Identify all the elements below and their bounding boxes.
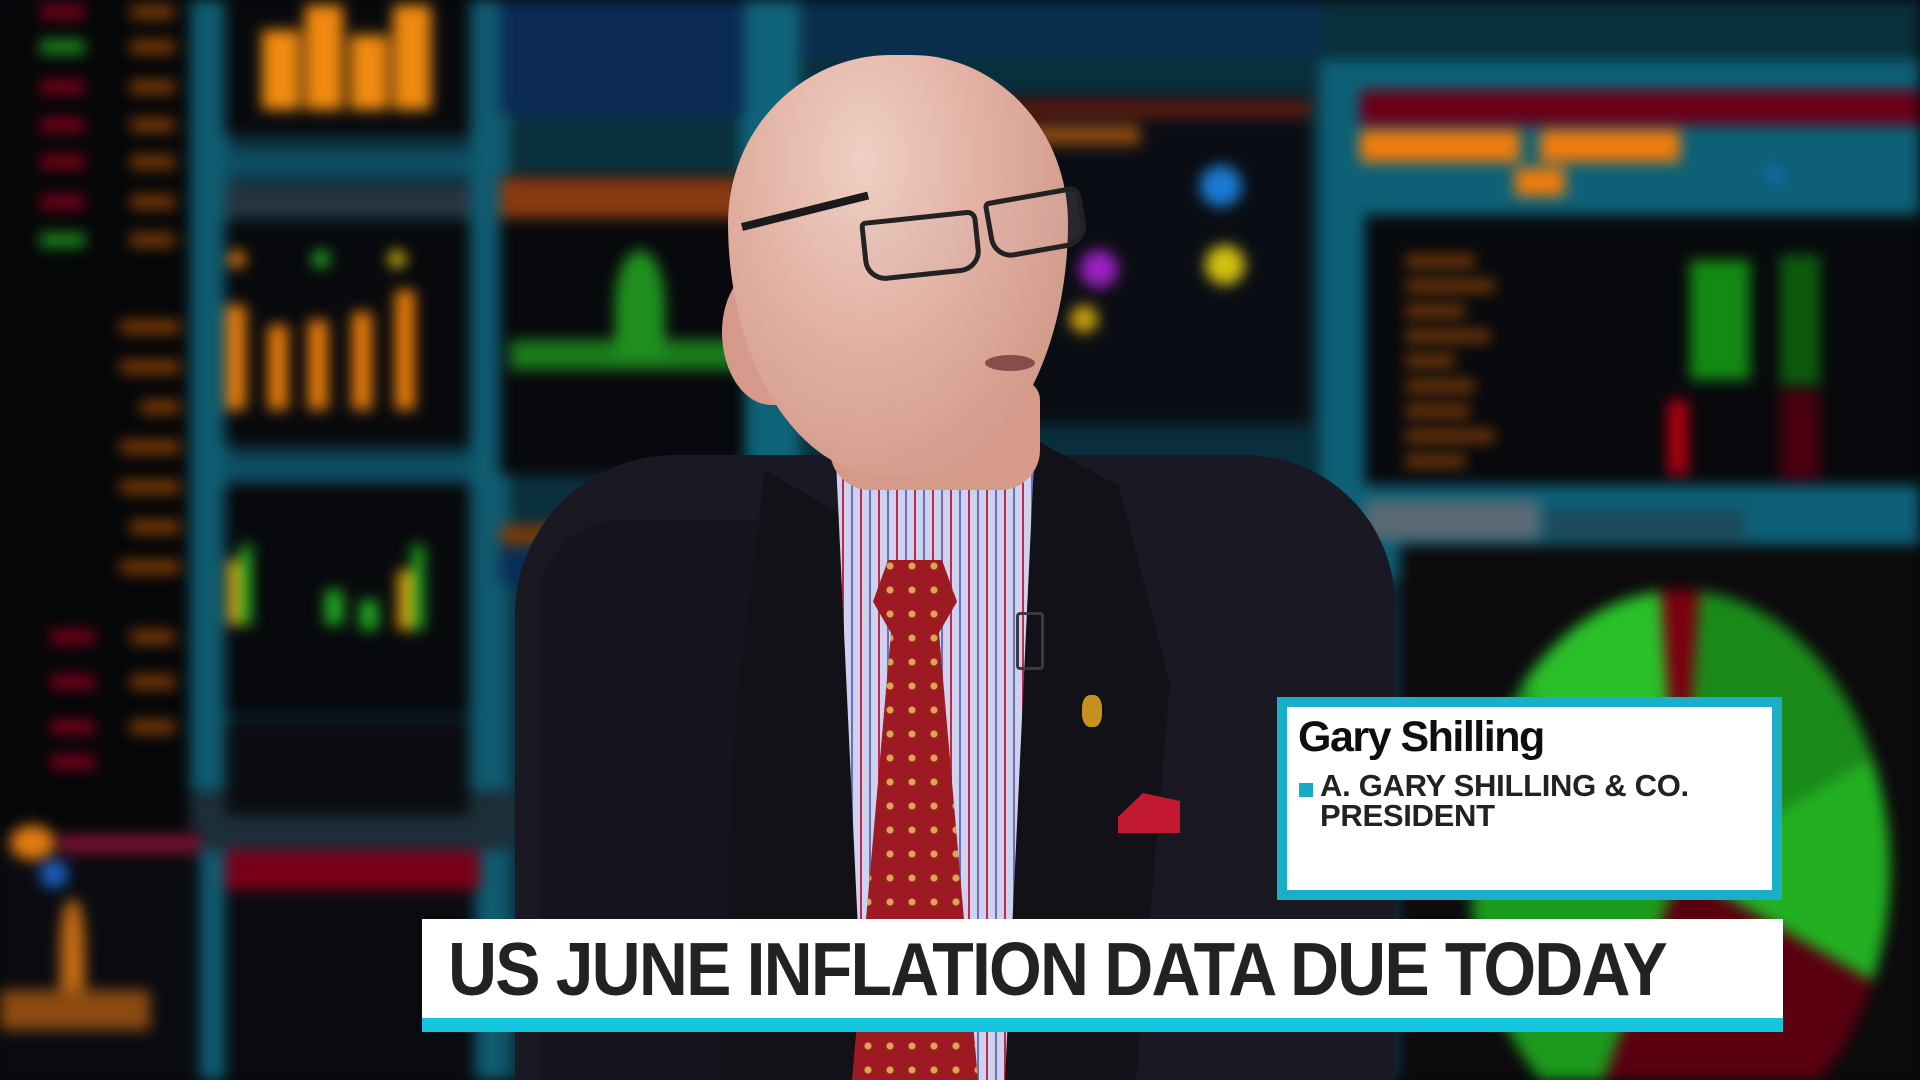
headline-accent-stripe bbox=[422, 1018, 1783, 1032]
name-card: Gary Shilling A. GARY SHILLING & CO. PRE… bbox=[1277, 697, 1782, 900]
guest-affiliation: A. GARY SHILLING & CO. PRESIDENT bbox=[1320, 768, 1689, 833]
headline-text: US JUNE INFLATION DATA DUE TODAY bbox=[448, 927, 1668, 1011]
guest-title: PRESIDENT bbox=[1320, 798, 1495, 833]
lapel-pin bbox=[1082, 695, 1102, 727]
eyeglasses bbox=[741, 184, 1090, 283]
guest-name: Gary Shilling bbox=[1298, 713, 1545, 761]
guest-organization: A. GARY SHILLING & CO. bbox=[1320, 768, 1689, 803]
head bbox=[728, 55, 1068, 475]
headline-bar: US JUNE INFLATION DATA DUE TODAY bbox=[422, 919, 1783, 1032]
bullet-square-icon bbox=[1299, 783, 1313, 797]
lapel-microphone bbox=[1016, 612, 1044, 670]
